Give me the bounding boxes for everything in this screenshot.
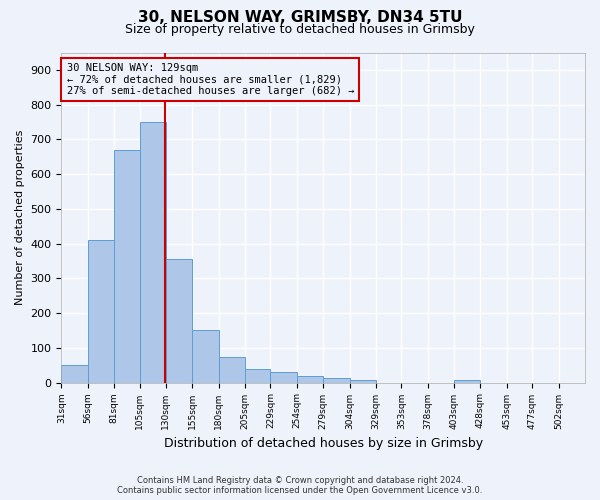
Text: 30, NELSON WAY, GRIMSBY, DN34 5TU: 30, NELSON WAY, GRIMSBY, DN34 5TU: [138, 10, 462, 25]
Bar: [166, 259, 193, 382]
Bar: [61, 365, 88, 382]
Text: Size of property relative to detached houses in Grimsby: Size of property relative to detached ho…: [125, 22, 475, 36]
Bar: [245, 370, 271, 382]
Text: 30 NELSON WAY: 129sqm
← 72% of detached houses are smaller (1,829)
27% of semi-d: 30 NELSON WAY: 129sqm ← 72% of detached …: [67, 63, 354, 96]
Bar: [140, 122, 166, 382]
Bar: [297, 376, 323, 382]
X-axis label: Distribution of detached houses by size in Grimsby: Distribution of detached houses by size …: [164, 437, 483, 450]
Text: Contains HM Land Registry data © Crown copyright and database right 2024.
Contai: Contains HM Land Registry data © Crown c…: [118, 476, 482, 495]
Bar: [218, 356, 245, 382]
Bar: [271, 372, 297, 382]
Bar: [88, 240, 114, 382]
Bar: [454, 380, 481, 382]
Bar: [323, 378, 350, 382]
Y-axis label: Number of detached properties: Number of detached properties: [15, 130, 25, 305]
Bar: [193, 330, 218, 382]
Bar: [350, 380, 376, 382]
Bar: [114, 150, 140, 382]
